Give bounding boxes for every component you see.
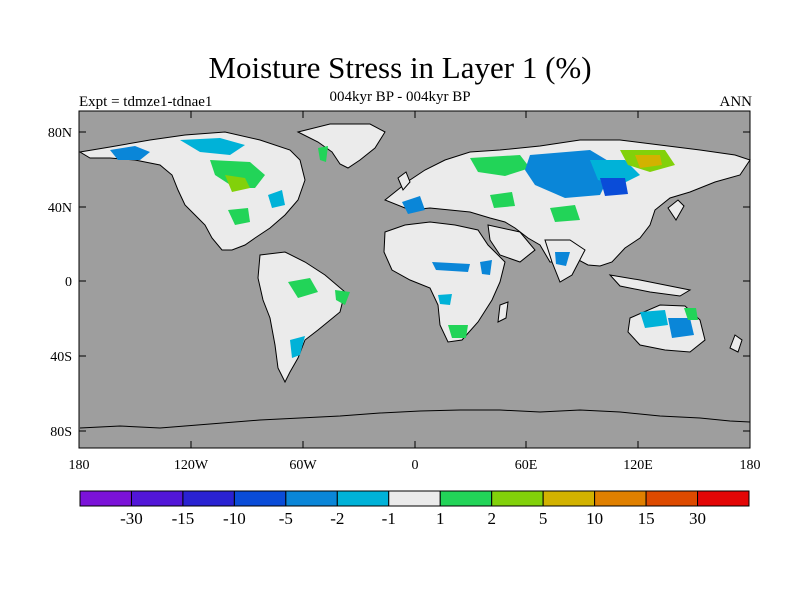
- colorbar-label-10: 15: [638, 509, 655, 528]
- anomaly-patch-siberia-gold: [635, 155, 662, 168]
- south-america: [257, 251, 346, 384]
- period-subtitle: 004kyr BP - 004kyr BP: [329, 89, 471, 105]
- map-title: Moisture Stress in Layer 1 (%): [208, 50, 592, 85]
- lon-ticks: [190, 111, 639, 448]
- colorbar-label-6: 1: [436, 509, 445, 528]
- colorbar-label-5: -1: [382, 509, 396, 528]
- colorbar-swatch-11: [645, 490, 699, 507]
- lon-label-180e: 180: [740, 458, 761, 473]
- japan: [667, 199, 685, 221]
- lat-label-80s: 80S: [50, 425, 72, 440]
- anomaly-patches: [110, 138, 698, 358]
- anomaly-patch-mideast: [490, 192, 515, 208]
- colorbar-label-8: 5: [539, 509, 548, 528]
- anomaly-patch-sa-blue: [290, 336, 305, 358]
- anomaly-patch-na-east: [268, 190, 285, 208]
- colorbar-swatch-5: [336, 490, 390, 507]
- anomaly-patch-south-africa: [448, 325, 468, 338]
- anomaly-patch-aus-blue: [668, 318, 694, 338]
- madagascar: [497, 301, 509, 323]
- anomaly-patch-india: [555, 252, 570, 266]
- colorbar-label-11: 30: [689, 509, 706, 528]
- colorbar-swatch-12: [697, 490, 750, 507]
- anomaly-patch-na-green: [210, 160, 265, 188]
- anomaly-patch-aus-cyan: [640, 310, 668, 328]
- colorbar-label-4: -2: [330, 509, 344, 528]
- season-label: ANN: [719, 94, 753, 110]
- africa: [383, 221, 506, 343]
- eurasia: [384, 139, 751, 267]
- anomaly-patch-aus-green: [684, 308, 698, 320]
- anomaly-patch-greenland: [318, 146, 328, 162]
- experiment-label: Expt = tdmze1-tdnae1: [79, 94, 213, 110]
- colorbar-swatch-9: [542, 490, 596, 507]
- lon-label-120e: 120E: [623, 458, 653, 473]
- colorbar-label-1: -15: [172, 509, 195, 528]
- lon-label-60e: 60E: [515, 458, 538, 473]
- indonesia: [608, 274, 692, 297]
- british-isles: [397, 171, 411, 191]
- anomaly-patch-na-yellow: [225, 175, 250, 192]
- lat-label-0: 0: [65, 275, 72, 290]
- anomaly-patch-na-blue: [110, 146, 150, 160]
- colorbar-swatch-2: [182, 490, 235, 507]
- colorbar-swatch-8: [491, 490, 544, 507]
- lat-label-40n: 40N: [48, 201, 72, 216]
- anomaly-patch-na-south: [228, 208, 250, 225]
- colorbar-swatch-10: [594, 490, 647, 507]
- colorbar-swatch-0: [79, 490, 132, 507]
- lat-ticks: [79, 131, 750, 432]
- lon-label-120w: 120W: [174, 458, 209, 473]
- colorbar-label-3: -5: [279, 509, 293, 528]
- colorbar-swatch-6: [388, 490, 441, 507]
- colorbar-label-7: 2: [487, 509, 496, 528]
- anomaly-patch-sahel: [432, 262, 470, 272]
- anomaly-patch-sa-east: [335, 290, 350, 305]
- anomaly-patch-central-asia-blue: [600, 178, 628, 196]
- anomaly-patch-na-cyan: [180, 138, 245, 155]
- lat-label-40s: 40S: [50, 350, 72, 365]
- colorbar-label-9: 10: [586, 509, 603, 528]
- antarctica-coast: [79, 409, 751, 429]
- lon-label-0: 0: [412, 458, 419, 473]
- colorbar-swatch-3: [233, 490, 287, 507]
- colorbar-swatch-7: [439, 490, 493, 507]
- colorbar: -30 -15 -10 -5 -2 -1 1 2 5 10 15 30: [79, 490, 750, 528]
- anomaly-patch-central-africa: [438, 294, 452, 305]
- lon-label-60w: 60W: [289, 458, 317, 473]
- colorbar-swatch-1: [130, 490, 184, 507]
- anomaly-patch-sa-green: [288, 278, 318, 298]
- new-zealand: [729, 334, 743, 353]
- anomaly-patch-europe: [402, 196, 425, 214]
- anomaly-patch-russia-green: [470, 155, 530, 176]
- colorbar-label-2: -10: [223, 509, 246, 528]
- colorbar-label-0: -30: [120, 509, 143, 528]
- arabia: [487, 224, 536, 263]
- colorbar-swatch-4: [285, 490, 338, 507]
- lat-label-80n: 80N: [48, 126, 72, 141]
- lon-label-180w: 180: [69, 458, 90, 473]
- anomaly-patch-east-africa: [480, 260, 492, 275]
- anomaly-patch-central-asia-green: [550, 205, 580, 222]
